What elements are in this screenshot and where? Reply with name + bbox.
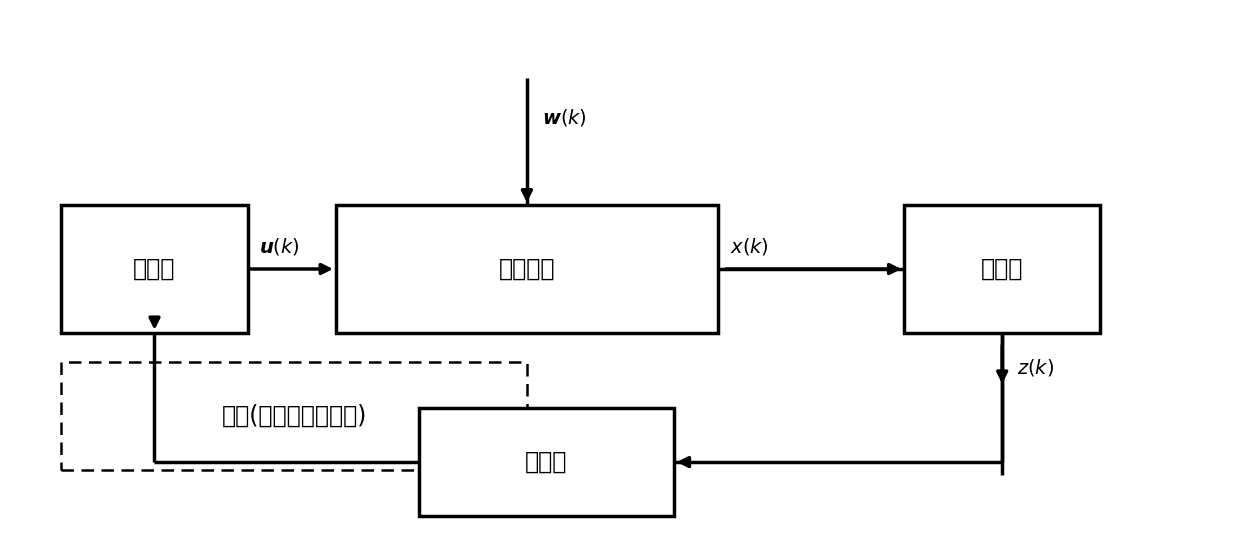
Text: 控制器: 控制器 bbox=[526, 450, 568, 474]
Bar bbox=[62, 205, 248, 333]
Bar bbox=[419, 408, 673, 516]
Text: $\boldsymbol{u}(k)$: $\boldsymbol{u}(k)$ bbox=[259, 236, 300, 257]
Bar bbox=[62, 362, 527, 470]
Text: $x(k)$: $x(k)$ bbox=[730, 236, 769, 257]
Text: 网络(存在丢包和时滞): 网络(存在丢包和时滞) bbox=[222, 404, 367, 428]
Text: 执行器: 执行器 bbox=[134, 257, 176, 281]
Text: 被控对象: 被控对象 bbox=[498, 257, 556, 281]
Text: $\boldsymbol{w}(k)$: $\boldsymbol{w}(k)$ bbox=[542, 107, 587, 128]
Text: $z(k)$: $z(k)$ bbox=[1017, 356, 1054, 377]
Text: 传感器: 传感器 bbox=[981, 257, 1023, 281]
Bar bbox=[904, 205, 1100, 333]
Bar bbox=[336, 205, 718, 333]
